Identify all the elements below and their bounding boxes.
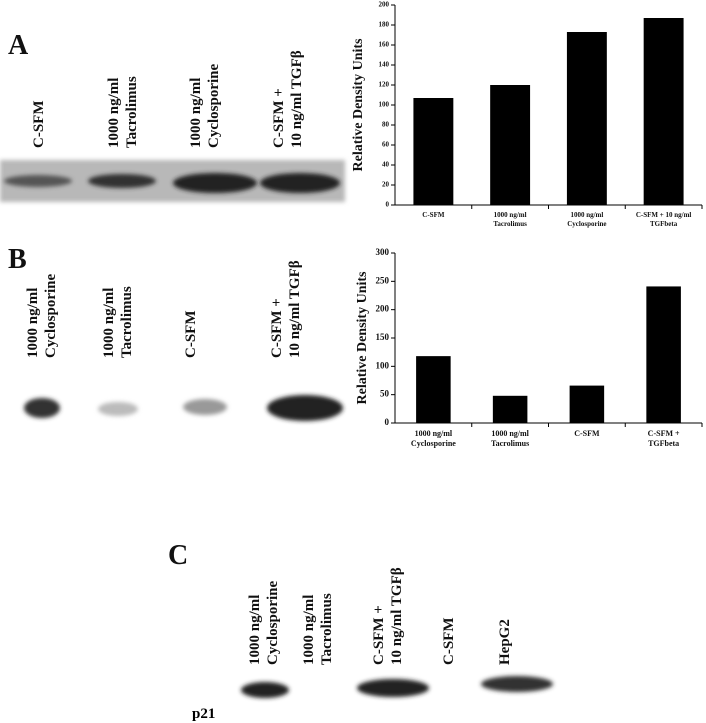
lane-label: C-SFM + 10 ng/ml TGFβ: [269, 260, 303, 358]
marker-label: p21: [192, 706, 216, 722]
lane-label: C-SFM: [183, 310, 199, 359]
lane-label: 1000 ng/ml Tacrolimus: [101, 286, 135, 358]
x-tick-label: 1000 ng/ml Cyclosporine: [567, 211, 607, 228]
bar: [569, 385, 605, 423]
y-tick-label: 300: [376, 247, 390, 257]
bar: [490, 85, 531, 205]
lane-label: C-SFM: [31, 100, 47, 149]
y-tick-label: 180: [379, 21, 390, 29]
y-tick-label: 0: [386, 201, 390, 209]
y-tick-label: 200: [379, 1, 390, 9]
x-tick-label: C-SFM + 10 ng/ml TGFbeta: [635, 211, 692, 228]
bar: [646, 286, 681, 423]
y-tick-label: 100: [376, 360, 390, 370]
x-tick-label: C-SFM: [574, 429, 600, 438]
y-tick-label: 40: [382, 161, 390, 169]
panel-letter: B: [8, 244, 27, 275]
bar: [643, 18, 684, 205]
panel-letter: A: [8, 30, 29, 61]
y-tick-label: 250: [376, 275, 390, 285]
blot-b: [24, 395, 343, 421]
y-tick-label: 0: [385, 417, 390, 427]
x-tick-label: 1000 ng/ml Cyclosporine: [410, 429, 456, 448]
y-tick-label: 200: [376, 304, 390, 314]
panel-letter: C: [168, 540, 189, 571]
y-tick-label: 60: [382, 141, 390, 149]
y-tick-label: 120: [379, 81, 390, 89]
y-tick-label: 140: [379, 61, 390, 69]
x-tick-label: 1000 ng/ml Tacrolimus: [491, 429, 530, 448]
blot-c: [241, 676, 553, 698]
lane-label: 1000 ng/ml Cyclosporine: [188, 63, 222, 148]
lane-label: 1000 ng/ml Tacrolimus: [106, 76, 140, 148]
lane-label: 1000 ng/ml Cyclosporine: [25, 273, 59, 358]
bar: [413, 98, 454, 205]
lane-label: 1000 ng/ml Cyclosporine: [247, 580, 281, 665]
y-axis-label: Relative Density Units: [351, 38, 366, 172]
lane-label: C-SFM + 10 ng/ml TGFβ: [371, 567, 405, 665]
x-tick-label: C-SFM + TGFbeta: [647, 429, 680, 448]
y-tick-label: 20: [382, 181, 390, 189]
bar: [566, 32, 607, 205]
y-tick-label: 160: [379, 41, 390, 49]
lane-label: C-SFM + 10 ng/ml TGFβ: [271, 50, 305, 148]
blot-a: [0, 160, 345, 202]
x-tick-label: 1000 ng/ml Tacrolimus: [493, 211, 527, 228]
y-tick-label: 100: [379, 101, 390, 109]
y-tick-label: 150: [376, 332, 390, 342]
y-tick-label: 50: [380, 389, 390, 399]
lane-label: HepG2: [497, 619, 513, 665]
y-axis-label: Relative Density Units: [355, 271, 370, 405]
lane-label: C-SFM: [441, 617, 457, 666]
y-tick-label: 80: [382, 121, 390, 129]
lane-label: 1000 ng/ml Tacrolimus: [301, 593, 335, 665]
x-tick-label: C-SFM: [422, 211, 445, 219]
bar: [492, 395, 528, 423]
bar: [416, 356, 451, 423]
